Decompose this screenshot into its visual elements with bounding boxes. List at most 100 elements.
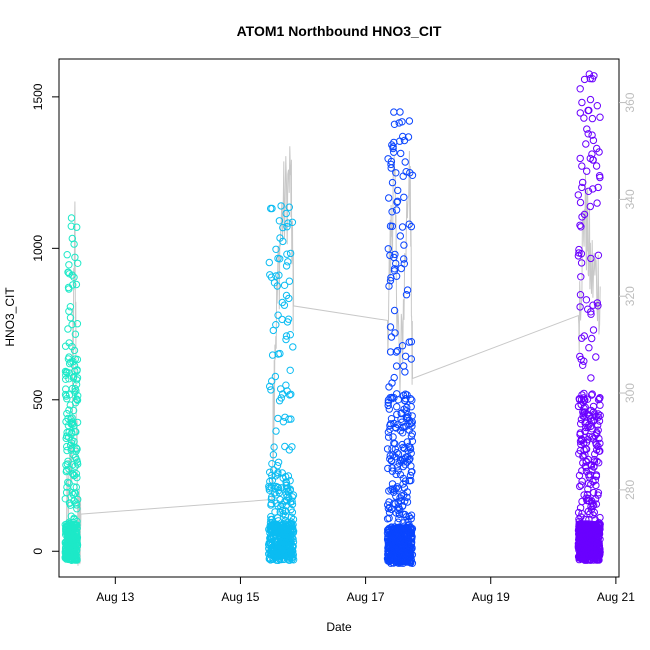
- data-point: [268, 204, 276, 213]
- data-point: [584, 436, 592, 444]
- data-point: [408, 418, 416, 426]
- data-point: [593, 299, 601, 307]
- data-point: [594, 535, 602, 543]
- data-point: [272, 321, 280, 329]
- data-point: [282, 490, 290, 498]
- data-point: [69, 553, 77, 561]
- data-point: [277, 526, 285, 534]
- data-point: [589, 435, 597, 443]
- data-point: [282, 332, 291, 340]
- data-point: [584, 106, 592, 115]
- data-point: [402, 407, 410, 415]
- data-point: [407, 419, 415, 427]
- data-point: [73, 320, 82, 328]
- data-point: [74, 259, 82, 267]
- data-point: [289, 520, 297, 529]
- data-point: [581, 533, 589, 542]
- data-point: [267, 544, 275, 553]
- data-point: [267, 522, 275, 531]
- data-point: [587, 556, 595, 564]
- data-point: [588, 390, 596, 398]
- data-point: [267, 513, 275, 521]
- data-point: [403, 286, 412, 294]
- data-point: [270, 279, 279, 287]
- scatter-points-layer: [61, 70, 604, 567]
- data-point: [584, 507, 593, 515]
- data-point: [585, 344, 593, 352]
- data-point: [392, 169, 400, 177]
- data-point: [267, 499, 275, 508]
- data-point: [289, 343, 297, 351]
- data-point: [398, 342, 407, 350]
- data-point: [66, 441, 75, 449]
- data-point: [282, 262, 291, 270]
- data-point: [70, 520, 79, 529]
- data-point: [408, 437, 417, 445]
- data-point: [578, 510, 586, 518]
- data-point: [594, 251, 603, 260]
- data-point: [280, 281, 289, 289]
- altitude-line-layer: [64, 146, 601, 566]
- data-point: [66, 401, 75, 409]
- data-point: [69, 535, 77, 544]
- data-point: [69, 470, 77, 478]
- data-point: [576, 221, 584, 230]
- data-point: [384, 504, 393, 513]
- data-point: [395, 119, 403, 127]
- data-point: [592, 441, 600, 449]
- y2-tick-label: 360: [623, 92, 637, 112]
- data-point: [397, 264, 405, 273]
- data-point: [401, 352, 410, 360]
- data-point: [580, 446, 588, 454]
- data-point: [64, 457, 72, 465]
- data-point: [585, 421, 593, 429]
- data-point: [402, 414, 411, 423]
- data-point: [585, 70, 593, 78]
- data-point: [408, 422, 416, 430]
- data-point: [393, 403, 401, 411]
- data-point: [286, 331, 294, 339]
- x-tick-label: Aug 21: [597, 590, 635, 604]
- data-point: [396, 470, 405, 479]
- data-point: [394, 396, 402, 404]
- data-point: [595, 417, 604, 425]
- data-point: [281, 520, 289, 528]
- data-point: [267, 534, 275, 542]
- data-point: [574, 191, 582, 199]
- data-point: [283, 318, 292, 326]
- data-point: [577, 481, 585, 489]
- data-point: [582, 463, 590, 472]
- data-point: [403, 488, 411, 496]
- data-point: [406, 471, 415, 480]
- data-point: [400, 241, 408, 249]
- data-point: [595, 459, 603, 467]
- data-point: [61, 367, 70, 376]
- data-point: [397, 497, 405, 505]
- data-point: [72, 395, 81, 403]
- data-point: [396, 536, 405, 544]
- data-point: [276, 537, 285, 545]
- data-point: [580, 389, 588, 398]
- data-point: [580, 357, 588, 365]
- data-point: [285, 543, 293, 551]
- data-point: [66, 541, 74, 549]
- data-point: [267, 495, 276, 503]
- data-point: [593, 457, 601, 465]
- data-point: [387, 274, 395, 282]
- data-point: [405, 477, 414, 485]
- data-point: [583, 167, 591, 175]
- data-point: [276, 255, 284, 263]
- data-point: [576, 109, 584, 117]
- data-point: [63, 460, 72, 468]
- data-point: [592, 353, 600, 361]
- data-point: [385, 405, 393, 413]
- data-point: [587, 538, 595, 546]
- data-point: [73, 355, 82, 364]
- data-point: [390, 108, 398, 116]
- data-point: [62, 461, 70, 469]
- data-point: [392, 348, 400, 356]
- data-point: [73, 223, 81, 231]
- data-point: [271, 508, 279, 516]
- data-point: [62, 417, 70, 426]
- data-point: [397, 149, 405, 158]
